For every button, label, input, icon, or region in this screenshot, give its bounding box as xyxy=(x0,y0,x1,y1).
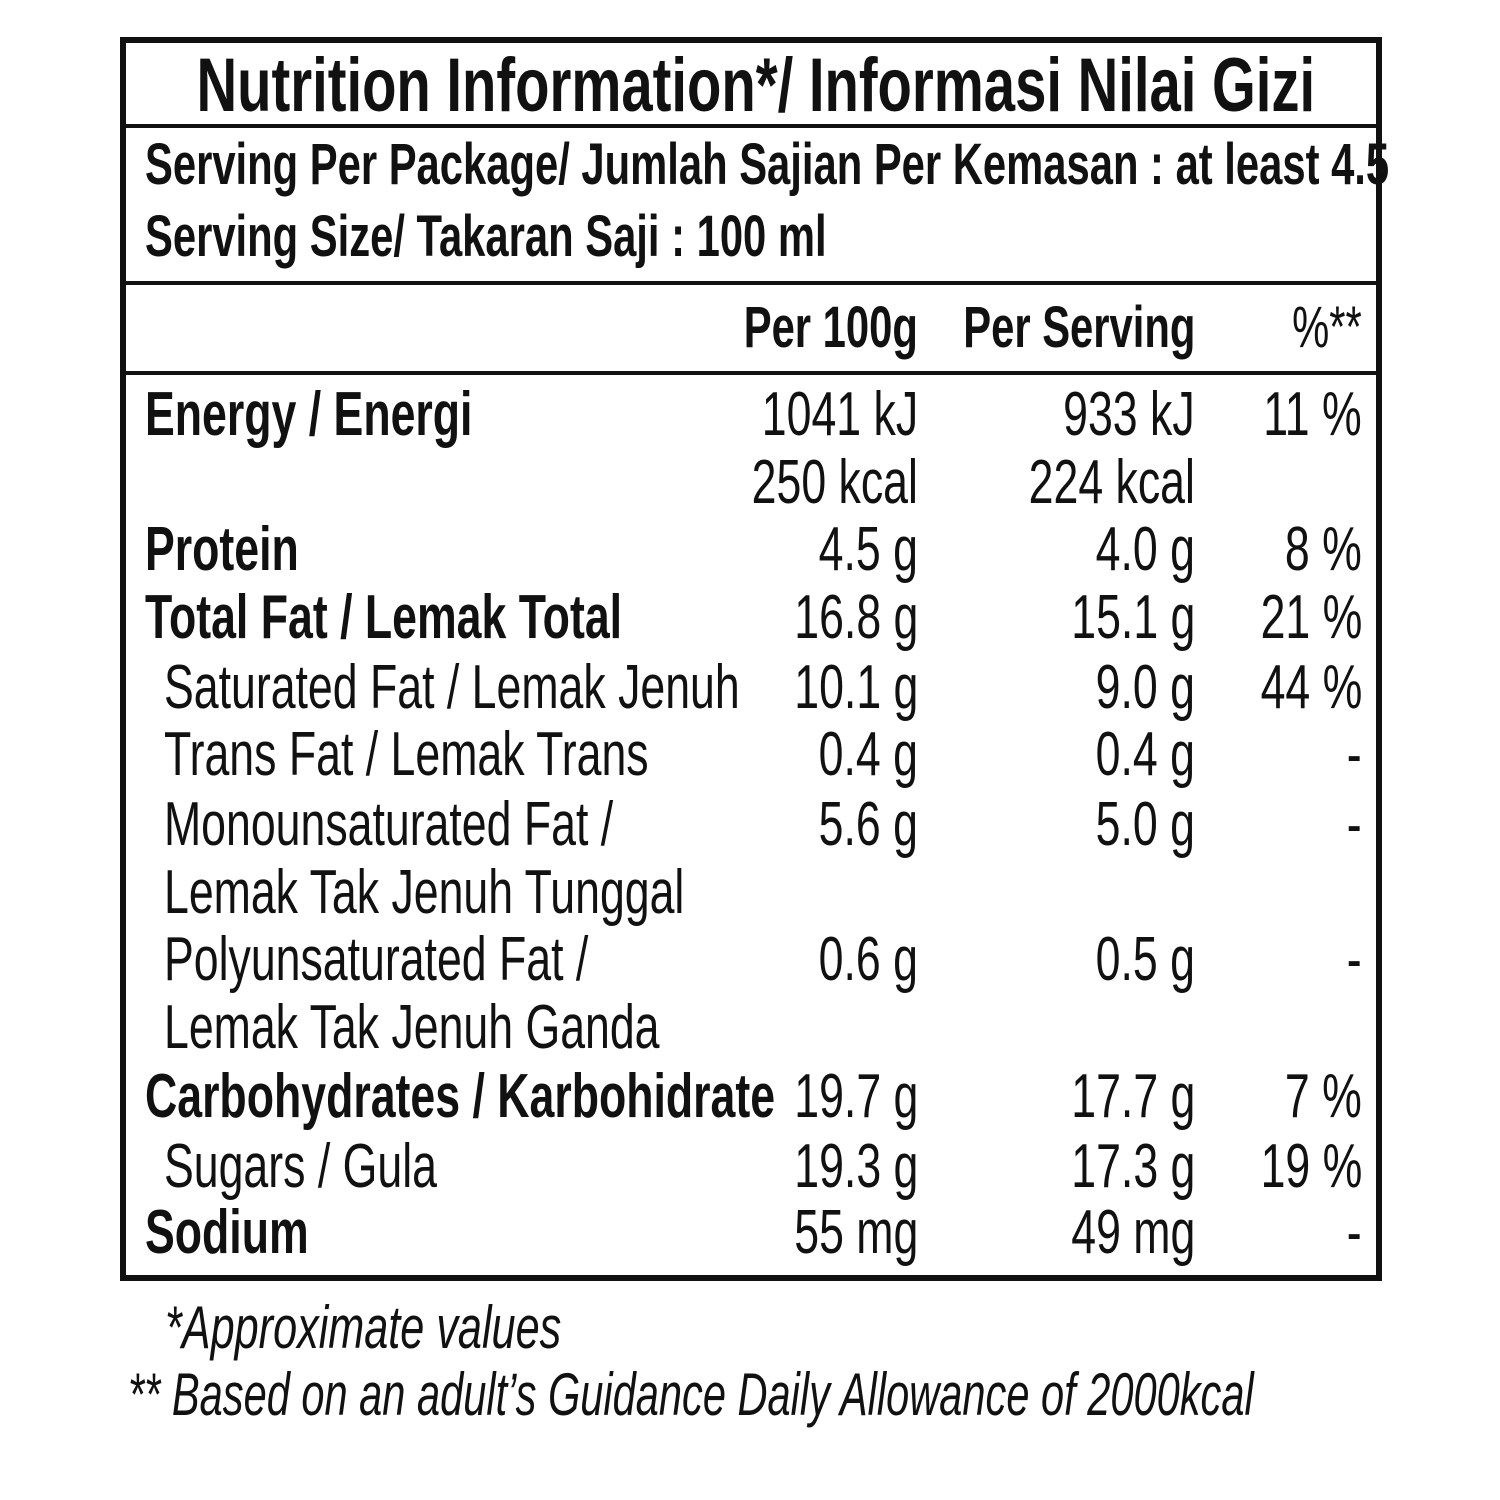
value-percent: 21 % xyxy=(1260,583,1362,652)
value-per100: 19.7 g xyxy=(793,1062,918,1131)
divider xyxy=(126,371,1376,375)
value-per100: 4.5 g xyxy=(818,515,918,584)
value-percent: - xyxy=(1347,925,1362,994)
row-label: Sugars / Gula xyxy=(164,1132,437,1201)
serving-per-package: Serving Per Package/ Jumlah Sajian Per K… xyxy=(145,132,1390,197)
value-percent: - xyxy=(1347,790,1362,859)
value-per-serving: 15.1 g xyxy=(1070,583,1195,652)
column-header-per-serving: Per Serving xyxy=(962,295,1195,360)
column-header-per100: Per 100g xyxy=(743,295,918,360)
divider xyxy=(126,281,1376,285)
value-per-serving: 49 mg xyxy=(1070,1198,1195,1267)
value-per-serving: 224 kcal xyxy=(1028,448,1195,517)
row-label: Monounsaturated Fat / xyxy=(164,790,614,859)
value-per100: 1041 kJ xyxy=(761,380,918,449)
row-label: Protein xyxy=(145,515,299,584)
row-label-continued: Lemak Tak Jenuh Tunggal xyxy=(164,858,685,927)
value-per100: 250 kcal xyxy=(751,448,918,517)
row-label: Total Fat / Lemak Total xyxy=(145,583,623,652)
row-label: Polyunsaturated Fat / xyxy=(164,925,589,994)
row-label: Saturated Fat / Lemak Jenuh xyxy=(164,653,740,722)
nutrition-table-border xyxy=(120,37,1382,1281)
value-per100: 16.8 g xyxy=(793,583,918,652)
value-percent: 11 % xyxy=(1263,380,1362,449)
value-per-serving: 0.4 g xyxy=(1095,720,1195,789)
value-per100: 5.6 g xyxy=(818,790,918,859)
value-per-serving: 17.7 g xyxy=(1070,1062,1195,1131)
row-label: Sodium xyxy=(145,1198,309,1267)
value-percent: 19 % xyxy=(1260,1132,1362,1201)
row-label: Carbohydrates / Karbohidrate xyxy=(145,1062,776,1131)
value-per100: 0.6 g xyxy=(818,925,918,994)
value-per100: 55 mg xyxy=(793,1198,918,1267)
value-percent: 44 % xyxy=(1260,653,1362,722)
serving-size: Serving Size/ Takaran Saji : 100 ml xyxy=(145,204,827,269)
value-per100: 0.4 g xyxy=(818,720,918,789)
row-label: Trans Fat / Lemak Trans xyxy=(164,720,649,789)
divider xyxy=(126,124,1376,128)
value-per-serving: 9.0 g xyxy=(1095,653,1195,722)
value-percent: 8 % xyxy=(1285,515,1362,584)
footnote-gda: ** Based on an adult’s Guidance Daily Al… xyxy=(128,1361,1254,1428)
value-per-serving: 933 kJ xyxy=(1063,380,1195,449)
table-title: Nutrition Information*/ Informasi Nilai … xyxy=(0,46,1500,126)
value-per-serving: 0.5 g xyxy=(1095,925,1195,994)
footnote-approximate: *Approximate values xyxy=(165,1294,562,1361)
title-text: Nutrition Information*/ Informasi Nilai … xyxy=(196,43,1316,128)
value-percent: - xyxy=(1347,720,1362,789)
row-label-continued: Lemak Tak Jenuh Ganda xyxy=(164,993,660,1062)
value-percent: 7 % xyxy=(1285,1062,1362,1131)
value-per100: 19.3 g xyxy=(793,1132,918,1201)
value-per-serving: 4.0 g xyxy=(1095,515,1195,584)
value-per100: 10.1 g xyxy=(793,653,918,722)
value-percent: - xyxy=(1347,1198,1362,1267)
value-per-serving: 5.0 g xyxy=(1095,790,1195,859)
value-per-serving: 17.3 g xyxy=(1070,1132,1195,1201)
row-label: Energy / Energi xyxy=(145,380,473,449)
column-header-percent: %** xyxy=(1292,295,1362,360)
